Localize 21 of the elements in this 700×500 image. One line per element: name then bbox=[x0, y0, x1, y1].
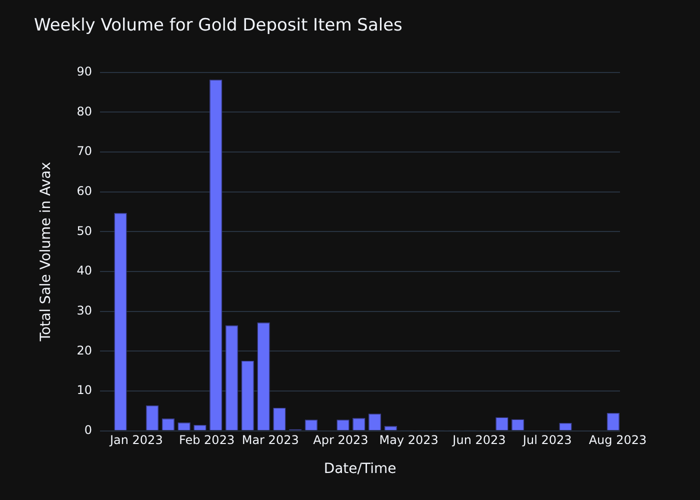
y-tick-label: 80 bbox=[76, 104, 92, 118]
y-tick-label: 90 bbox=[76, 64, 92, 79]
y-axis-title: Total Sale Volume in Avax bbox=[38, 162, 54, 342]
x-tick-label: Feb 2023 bbox=[178, 433, 235, 448]
y-tick-label: 60 bbox=[76, 184, 92, 198]
x-tick-label: Aug 2023 bbox=[588, 433, 647, 448]
x-tick-label: Jan 2023 bbox=[108, 433, 163, 448]
y-tick-label: 10 bbox=[76, 383, 92, 398]
y-tick-label: 20 bbox=[76, 343, 92, 358]
x-tick-label: Jun 2023 bbox=[452, 433, 506, 448]
x-tick-label: May 2023 bbox=[379, 433, 438, 448]
x-tick-label: Mar 2023 bbox=[242, 433, 299, 448]
y-tick-label: 40 bbox=[76, 264, 92, 278]
y-tick-label: 30 bbox=[76, 303, 92, 318]
x-tick-label: Apr 2023 bbox=[313, 433, 368, 448]
y-tick-label: 0 bbox=[84, 422, 92, 437]
y-tick-label: 70 bbox=[76, 144, 92, 158]
y-tick-label: 50 bbox=[76, 224, 92, 238]
x-tick-label: Jul 2023 bbox=[522, 433, 572, 448]
x-axis-title: Date/Time bbox=[324, 461, 396, 478]
chart-title: Weekly Volume for Gold Deposit Item Sales bbox=[34, 16, 403, 36]
